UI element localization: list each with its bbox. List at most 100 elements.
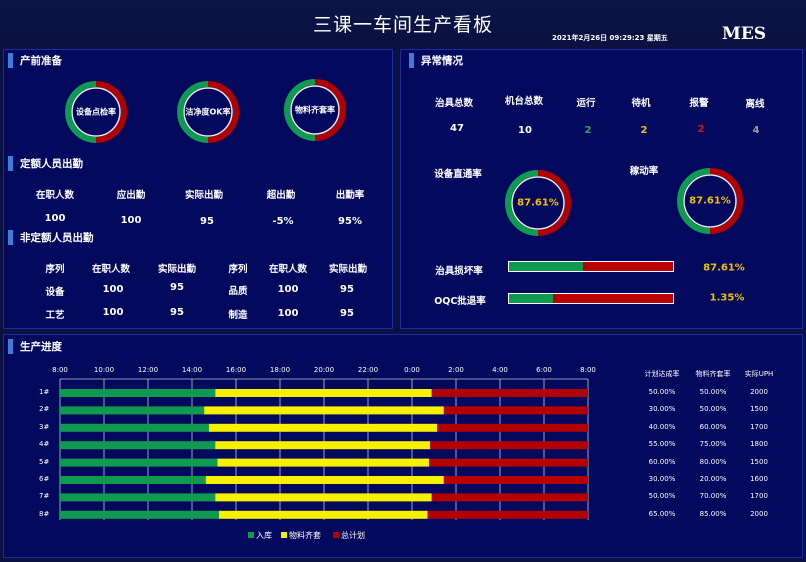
gantt-bar-stored xyxy=(60,458,218,467)
standby-value: 2 xyxy=(640,125,648,136)
donut-value: 87.61% xyxy=(689,195,731,207)
bar-fill-good xyxy=(509,294,554,303)
row-cell: 设备 xyxy=(45,287,65,298)
donut-utilization xyxy=(677,168,743,234)
value-cell: 95 xyxy=(200,216,214,227)
line-label: 4# xyxy=(39,440,50,449)
fixed-staff-title: 定额人员出勤 xyxy=(20,158,83,170)
time-tick-label: 22:00 xyxy=(357,366,379,374)
gantt-bar-material xyxy=(217,458,430,467)
row-cell: 100 xyxy=(102,284,124,295)
col-header: 离线 xyxy=(745,99,765,110)
offline-value: 4 xyxy=(752,125,760,136)
metric-cell: 50.00% xyxy=(648,388,676,396)
legend-swatch-plan xyxy=(333,532,339,538)
donut-label: 设备点检率 xyxy=(76,107,116,117)
line-label: 3# xyxy=(39,422,50,431)
col-header: 出勤率 xyxy=(335,190,365,201)
gantt-bar-plan xyxy=(430,441,588,450)
bar-label: 治具损坏率 xyxy=(435,266,483,277)
line-label: 5# xyxy=(39,457,50,466)
time-tick-label: 6:00 xyxy=(536,366,552,374)
metric-cell: 20.00% xyxy=(699,475,727,483)
time-tick-label: 14:00 xyxy=(181,366,203,374)
running-value: 2 xyxy=(584,125,592,136)
donut-label: 物料齐套率 xyxy=(295,105,335,115)
donut-title: 设备直通率 xyxy=(434,169,482,180)
gantt-bar-plan xyxy=(443,476,588,484)
metric-cell: 30.00% xyxy=(648,475,676,483)
row-cell: 95 xyxy=(170,307,184,318)
gantt-bar-material xyxy=(208,423,437,432)
metric-cell: 1600 xyxy=(750,475,768,483)
datetime-text: 2021年2月26日 09:29:23 星期五 xyxy=(552,34,668,42)
time-tick-label: 8:00 xyxy=(52,366,68,374)
col-header: 在职人数 xyxy=(35,190,75,201)
gantt-bar-material xyxy=(215,441,431,450)
metric-cell: 30.00% xyxy=(648,405,676,414)
bar-fill-bad xyxy=(582,262,673,271)
gantt-bar-stored xyxy=(60,493,216,502)
row-cell: 100 xyxy=(277,308,299,319)
production-title: 生产进度 xyxy=(20,341,62,353)
legend-material: 物料齐套 xyxy=(289,531,321,540)
gantt-bar-stored xyxy=(60,423,209,432)
metric-cell: 65.00% xyxy=(648,509,676,518)
col-header: 实际出勤 xyxy=(157,264,197,275)
row-cell: 100 xyxy=(102,307,124,318)
bar-fill-bad xyxy=(553,294,673,303)
bar-value: 87.61% xyxy=(703,262,745,274)
gantt-bar-material xyxy=(215,493,432,502)
gantt-bar-stored xyxy=(60,510,219,519)
metric-cell: 50.00% xyxy=(648,492,676,501)
col-header: 运行 xyxy=(576,98,596,109)
col-header: 应出勤 xyxy=(116,190,146,201)
bar-fill-good xyxy=(509,262,583,271)
time-tick-label: 12:00 xyxy=(137,366,159,374)
row-cell: 95 xyxy=(340,284,354,295)
metric-cell: 80.00% xyxy=(699,457,727,466)
oqc-reject-bar xyxy=(508,293,674,304)
metric-cell: 70.00% xyxy=(699,492,727,501)
gantt-bar-plan xyxy=(443,406,588,415)
mes-logo: MES xyxy=(722,24,767,44)
legend-swatch-stored xyxy=(248,532,254,538)
bar-label: OQC批退率 xyxy=(434,296,486,307)
col-header: 机台总数 xyxy=(504,96,544,107)
row-cell: 95 xyxy=(170,282,184,293)
total-machines-value: 10 xyxy=(518,125,532,136)
gantt-bar-plan xyxy=(431,493,588,502)
time-tick-label: 8:00 xyxy=(580,366,596,374)
line-label: 6# xyxy=(39,475,50,483)
time-tick-label: 20:00 xyxy=(313,366,335,374)
fixture-damage-bar xyxy=(508,261,674,272)
col-header: 序列 xyxy=(228,264,248,275)
time-tick-label: 10:00 xyxy=(93,366,115,374)
gantt-bar-material xyxy=(218,510,428,519)
line-label: 8# xyxy=(39,509,50,518)
section-marker xyxy=(409,53,414,68)
nonfixed-staff-title: 非定额人员出勤 xyxy=(20,232,94,244)
prep-title: 产前准备 xyxy=(20,55,62,67)
donut-title: 稼动率 xyxy=(629,166,659,177)
gantt-bar-stored xyxy=(60,389,216,397)
metric-cell: 50.00% xyxy=(699,405,727,414)
alarm-value: 2 xyxy=(697,124,705,135)
gantt-bar-material xyxy=(205,476,444,484)
col-header: 在职人数 xyxy=(91,264,131,275)
gantt-bar-stored xyxy=(60,441,216,450)
time-tick-label: 16:00 xyxy=(225,366,247,374)
line-label: 7# xyxy=(39,492,50,501)
metric-cell: 75.00% xyxy=(699,440,727,449)
gantt-bar-plan xyxy=(427,510,588,519)
metric-cell: 2000 xyxy=(750,509,768,518)
metric-cell: 1500 xyxy=(750,405,768,414)
line-label: 1# xyxy=(39,388,50,396)
col-header: 超出勤 xyxy=(266,190,296,201)
row-cell: 100 xyxy=(277,284,299,295)
metric-cell: 60.00% xyxy=(648,457,676,466)
metric-cell: 85.00% xyxy=(699,509,727,518)
abnormal-title: 异常情况 xyxy=(421,55,463,67)
